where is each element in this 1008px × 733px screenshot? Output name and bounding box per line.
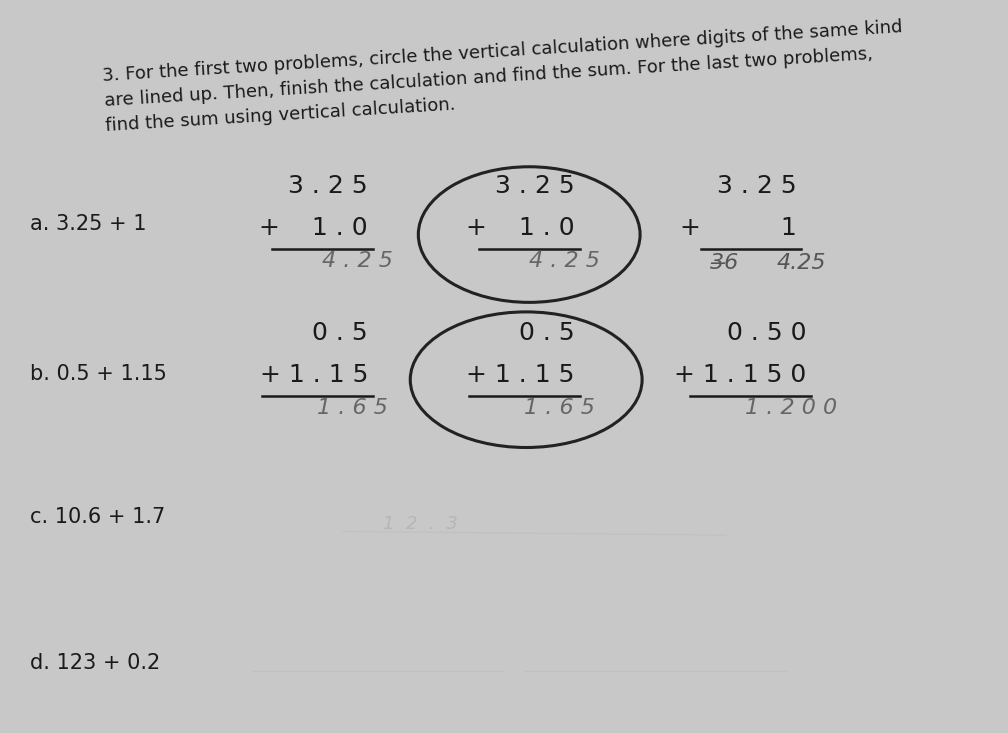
Text: 3 . 2 5: 3 . 2 5 bbox=[717, 174, 796, 198]
Text: b. 0.5 + 1.15: b. 0.5 + 1.15 bbox=[30, 364, 167, 384]
Text: 3̶̶̶6: 3̶̶̶6 bbox=[711, 253, 739, 273]
Text: d. 123 + 0.2: d. 123 + 0.2 bbox=[30, 653, 160, 674]
Text: +    1 . 0: + 1 . 0 bbox=[466, 216, 575, 240]
Text: 0 . 5: 0 . 5 bbox=[312, 320, 368, 345]
Text: c. 10.6 + 1.7: c. 10.6 + 1.7 bbox=[30, 507, 165, 527]
Text: 1 . 6 5: 1 . 6 5 bbox=[524, 398, 595, 418]
Text: + 1 . 1 5 0: + 1 . 1 5 0 bbox=[674, 363, 806, 387]
Text: 0 . 5: 0 . 5 bbox=[519, 320, 575, 345]
Text: +          1: + 1 bbox=[679, 216, 796, 240]
Text: 3 . 2 5: 3 . 2 5 bbox=[495, 174, 575, 198]
Text: a. 3.25 + 1: a. 3.25 + 1 bbox=[30, 213, 147, 234]
Text: 4 . 2 5: 4 . 2 5 bbox=[323, 251, 393, 271]
Text: 1  2  .  3: 1 2 . 3 bbox=[383, 515, 458, 533]
Text: +    1 . 0: + 1 . 0 bbox=[259, 216, 368, 240]
Text: 0 . 5 0: 0 . 5 0 bbox=[727, 320, 806, 345]
Text: + 1 . 1 5: + 1 . 1 5 bbox=[259, 363, 368, 387]
Text: 4 . 2 5: 4 . 2 5 bbox=[529, 251, 600, 271]
Text: 1 . 6 5: 1 . 6 5 bbox=[318, 398, 388, 418]
Text: + 1 . 1 5: + 1 . 1 5 bbox=[466, 363, 575, 387]
Text: 1 . 2 0 0: 1 . 2 0 0 bbox=[745, 398, 838, 418]
Text: 4.25: 4.25 bbox=[776, 253, 826, 273]
Text: 3 . 2 5: 3 . 2 5 bbox=[288, 174, 368, 198]
Text: 3. For the first two problems, circle the vertical calculation where digits of t: 3. For the first two problems, circle th… bbox=[102, 18, 906, 135]
